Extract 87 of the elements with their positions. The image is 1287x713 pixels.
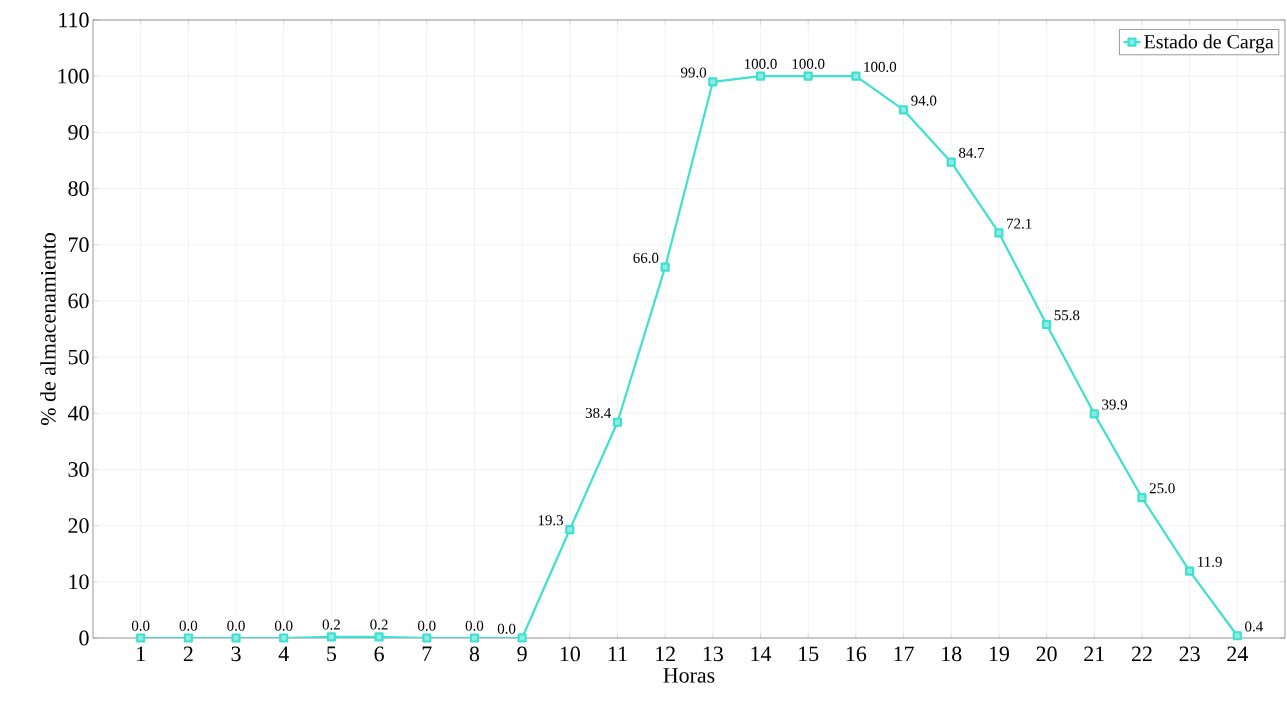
x-tick-label: 12: [656, 646, 675, 662]
y-tick-label: 100: [58, 68, 89, 84]
x-tick-label: 10: [560, 646, 580, 662]
x-tick-label: 20: [1036, 646, 1057, 662]
point: [1137, 492, 1147, 503]
point: [422, 633, 432, 643]
data-label: 100.0: [864, 61, 897, 72]
data-label: 0.0: [131, 620, 150, 631]
x-tick-label: 11: [608, 646, 627, 661]
x-tick-label: 3: [231, 646, 241, 662]
data-label: 0.2: [370, 619, 388, 630]
x-tick-label: 24: [1227, 646, 1248, 662]
y-tick-label: 20: [68, 518, 89, 534]
point: [612, 417, 623, 427]
y-tick-label: 10: [69, 574, 89, 590]
point: [898, 105, 909, 115]
data-label: 66.0: [633, 252, 659, 263]
data-label: 55.8: [1054, 310, 1080, 321]
x-tick-label: 21: [1084, 646, 1104, 662]
point: [326, 632, 336, 642]
x-tick-label: 16: [846, 646, 867, 662]
point: [1232, 631, 1242, 641]
x-tick-label: 8: [469, 646, 480, 662]
x-tick-label: 13: [703, 646, 723, 662]
x-tick-label: 15: [799, 646, 819, 662]
x-tick-label: 22: [1131, 646, 1152, 662]
point: [755, 71, 766, 81]
x-tick-label: 23: [1179, 646, 1200, 662]
data-label: 39.9: [1102, 399, 1128, 410]
data-label: 84.7: [958, 147, 985, 158]
point: [565, 524, 575, 535]
x-axis-title: Horas: [663, 668, 715, 683]
data-label: 0.0: [465, 620, 484, 631]
point: [374, 632, 384, 642]
x-tick-label: 4: [278, 646, 289, 661]
point: [994, 228, 1004, 238]
point: [660, 262, 670, 272]
point: [231, 633, 241, 643]
y-tick-label: 50: [68, 349, 89, 365]
x-tick-label: 6: [374, 646, 384, 662]
x-tick-label: 2: [183, 646, 193, 662]
y-axis-title: % de almacenamiento: [40, 233, 56, 426]
legend-label: Estado de Carga: [1144, 34, 1274, 53]
data-label: 0.4: [1245, 621, 1263, 632]
y-tick-label: 40: [67, 405, 89, 421]
data-label: 0.0: [497, 623, 516, 634]
y-tick-label: 70: [69, 237, 89, 253]
x-tick-label: 14: [751, 646, 772, 661]
x-tick-label: 5: [327, 646, 337, 662]
point: [469, 633, 480, 643]
data-label: 0.0: [417, 620, 436, 631]
data-label: 38.4: [585, 407, 612, 419]
data-label: 0.0: [227, 620, 245, 631]
point: [136, 633, 146, 643]
x-tick-label: 9: [517, 646, 527, 662]
point: [517, 633, 527, 643]
data-label: 11.9: [1198, 556, 1222, 567]
x-tick-label: 18: [942, 646, 962, 662]
point: [1089, 409, 1099, 419]
y-tick-label: 90: [68, 124, 89, 140]
data-label: 99.0: [680, 67, 707, 78]
point: [708, 77, 718, 87]
point: [183, 633, 193, 643]
data-label: 100.0: [792, 58, 825, 69]
point: [851, 71, 861, 81]
x-tick-label: 1: [137, 646, 145, 661]
y-tick-label: 60: [68, 293, 89, 309]
y-tick-label: 0: [79, 630, 89, 646]
point: [1041, 319, 1052, 330]
data-label: 19.3: [538, 515, 564, 526]
y-tick-label: 80: [68, 181, 89, 196]
point: [803, 71, 813, 81]
data-label: 0.0: [274, 620, 293, 631]
x-tick-label: 17: [894, 646, 914, 661]
point: [946, 157, 956, 167]
data-label: 25.0: [1149, 483, 1175, 494]
data-label: 0.0: [179, 620, 198, 631]
point: [1185, 566, 1195, 576]
data-label: 0.2: [322, 619, 340, 630]
data-label: 72.1: [1007, 218, 1032, 229]
data-label: 100.0: [745, 58, 777, 69]
data-label: 94.0: [911, 95, 937, 106]
point: [279, 633, 289, 643]
x-tick-label: 19: [989, 646, 1009, 662]
y-tick-label: 30: [68, 462, 89, 477]
x-tick-label: 7: [422, 646, 432, 661]
y-tick-label: 110: [59, 12, 89, 28]
